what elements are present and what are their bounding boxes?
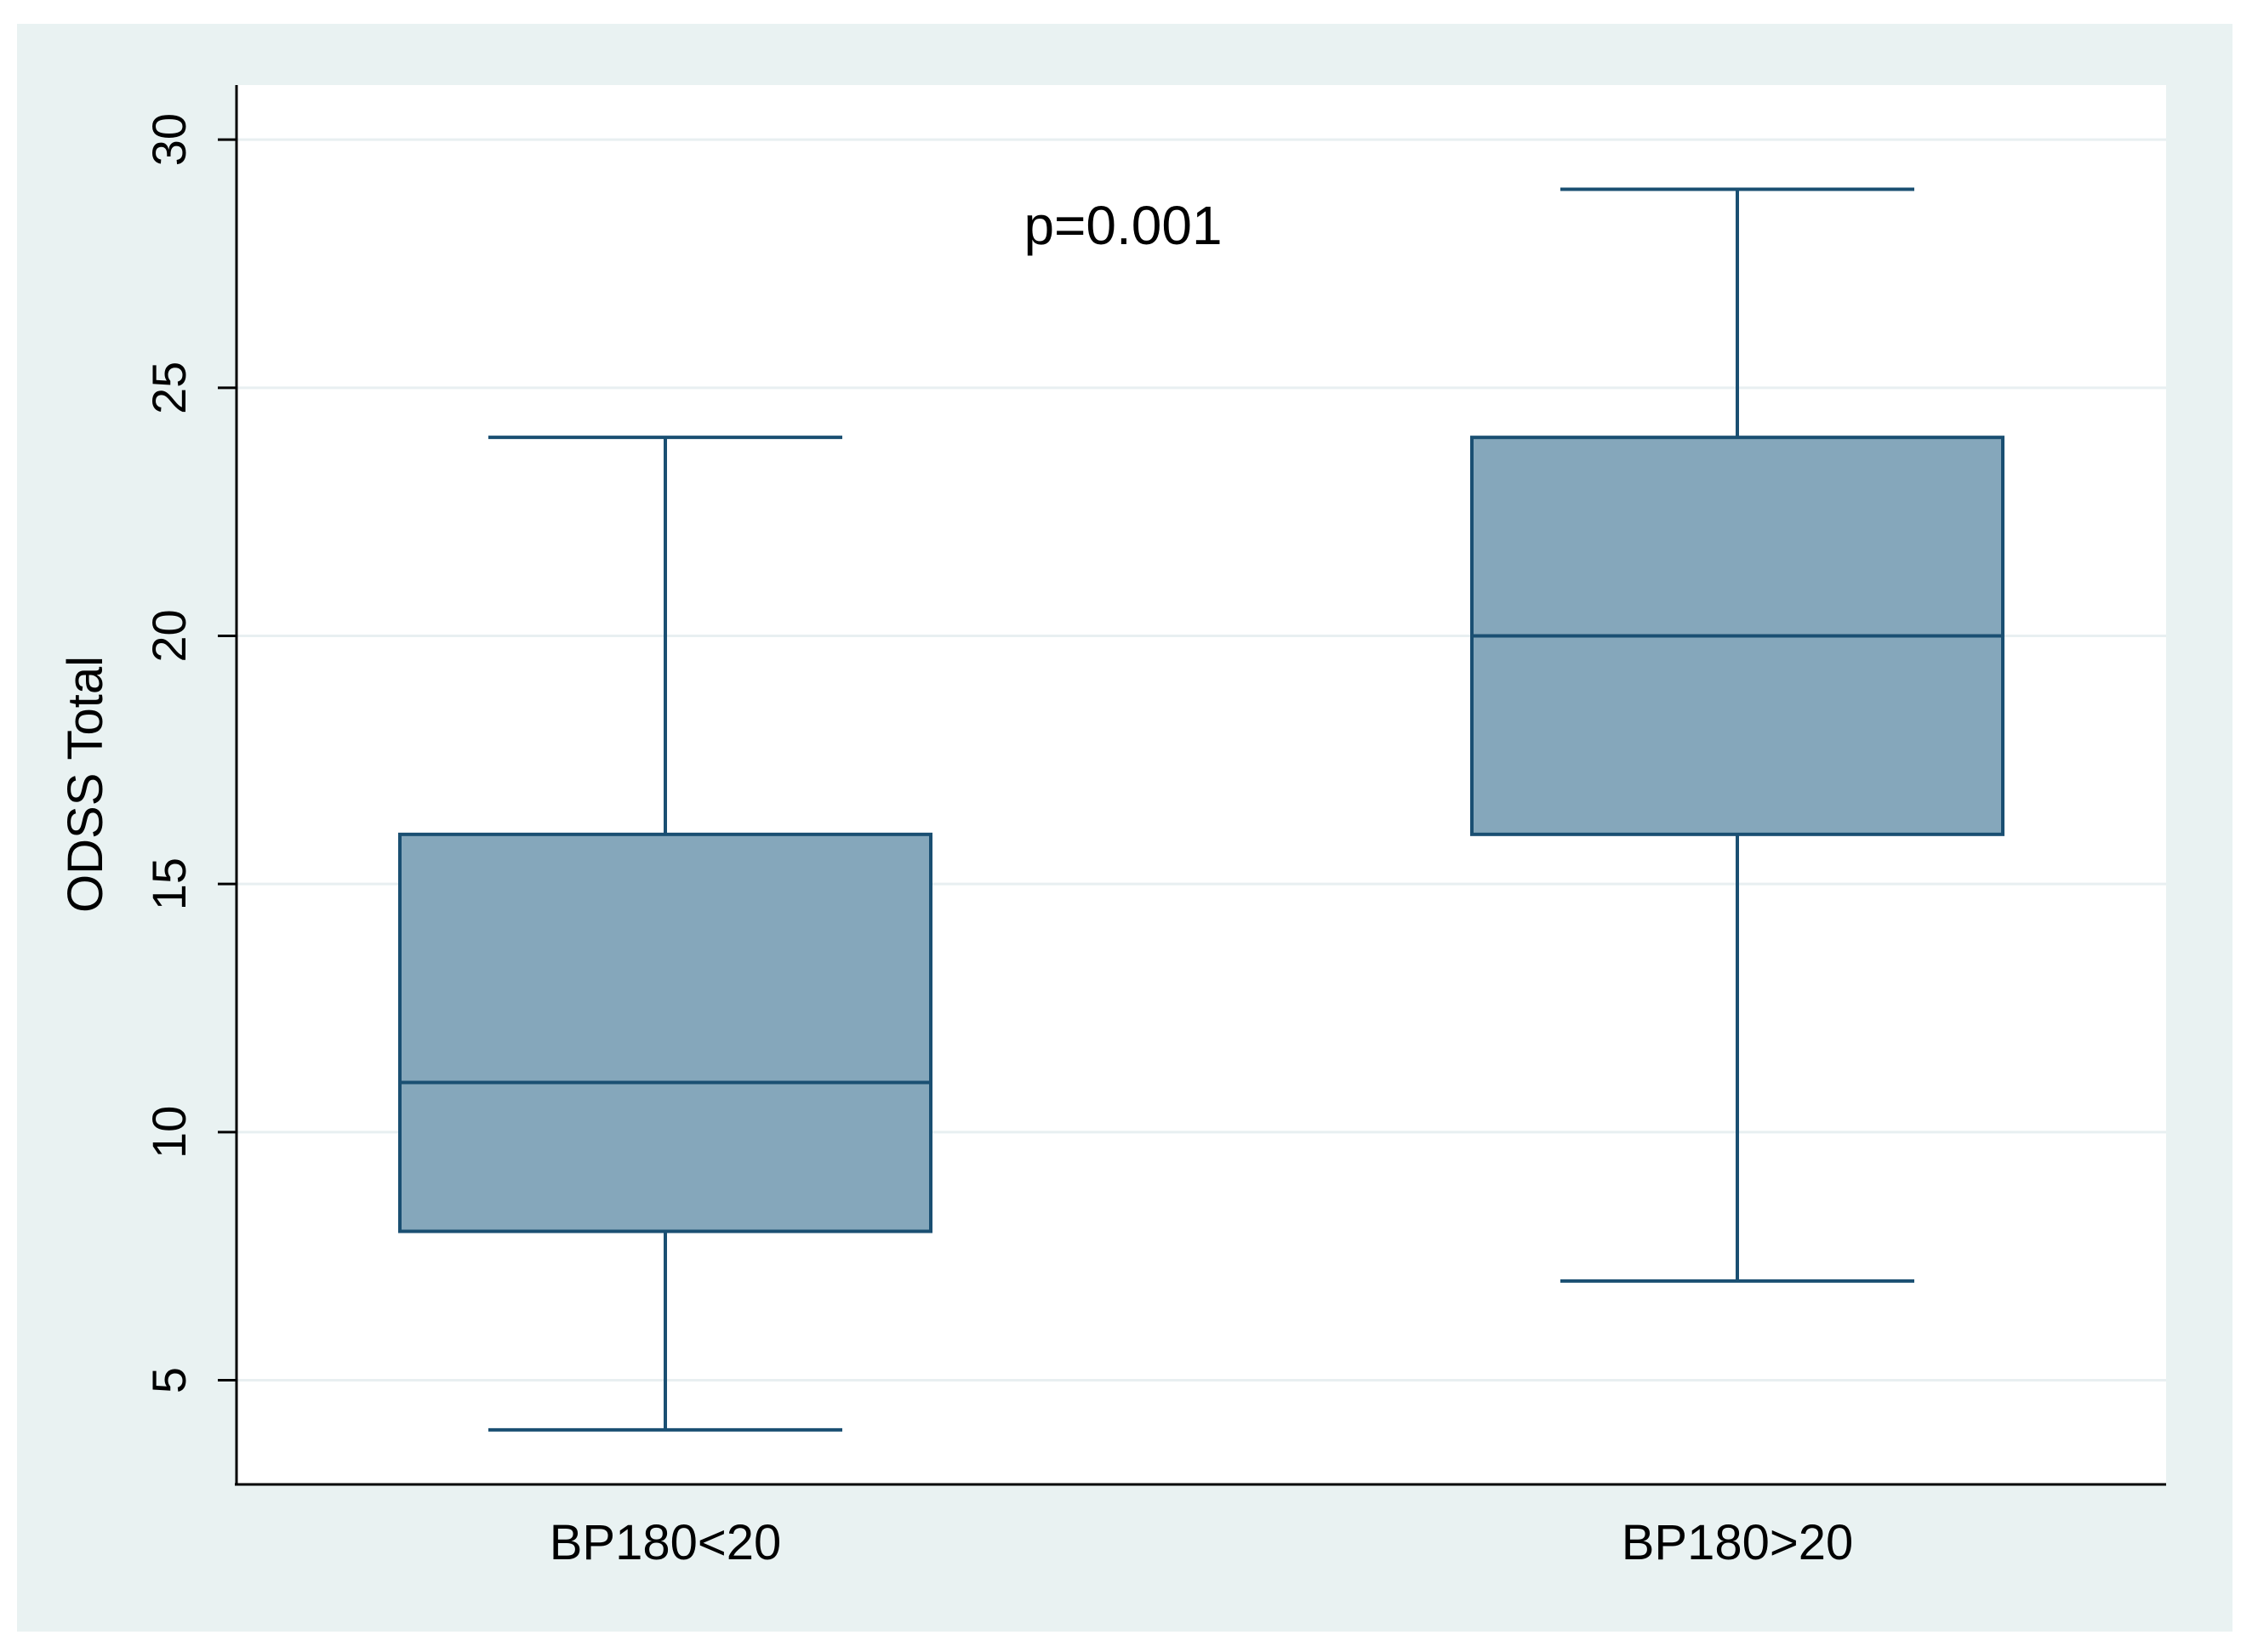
y-tick-label-15: 15 [142,857,196,910]
y-axis-ticks: 5 10 15 20 25 30 [142,113,237,1393]
y-tick-label-25: 25 [142,362,196,414]
p-value-annotation: p=0.001 [1024,195,1222,256]
box-1 [398,436,932,1432]
x-axis-categories: BP180<20 BP180>20 [550,1515,1854,1570]
box-2 [1470,187,2004,1283]
iqr-box [398,832,932,1233]
y-tick-label-10: 10 [142,1106,196,1159]
x-category-label-2: BP180>20 [1622,1515,1854,1570]
x-category-label-1: BP180<20 [550,1515,782,1570]
y-axis-title: ODSS Total [58,656,113,913]
y-tick-label-20: 20 [142,609,196,662]
y-tick-label-5: 5 [142,1367,196,1393]
box-series [398,187,2004,1432]
y-tick-label-30: 30 [142,113,196,166]
